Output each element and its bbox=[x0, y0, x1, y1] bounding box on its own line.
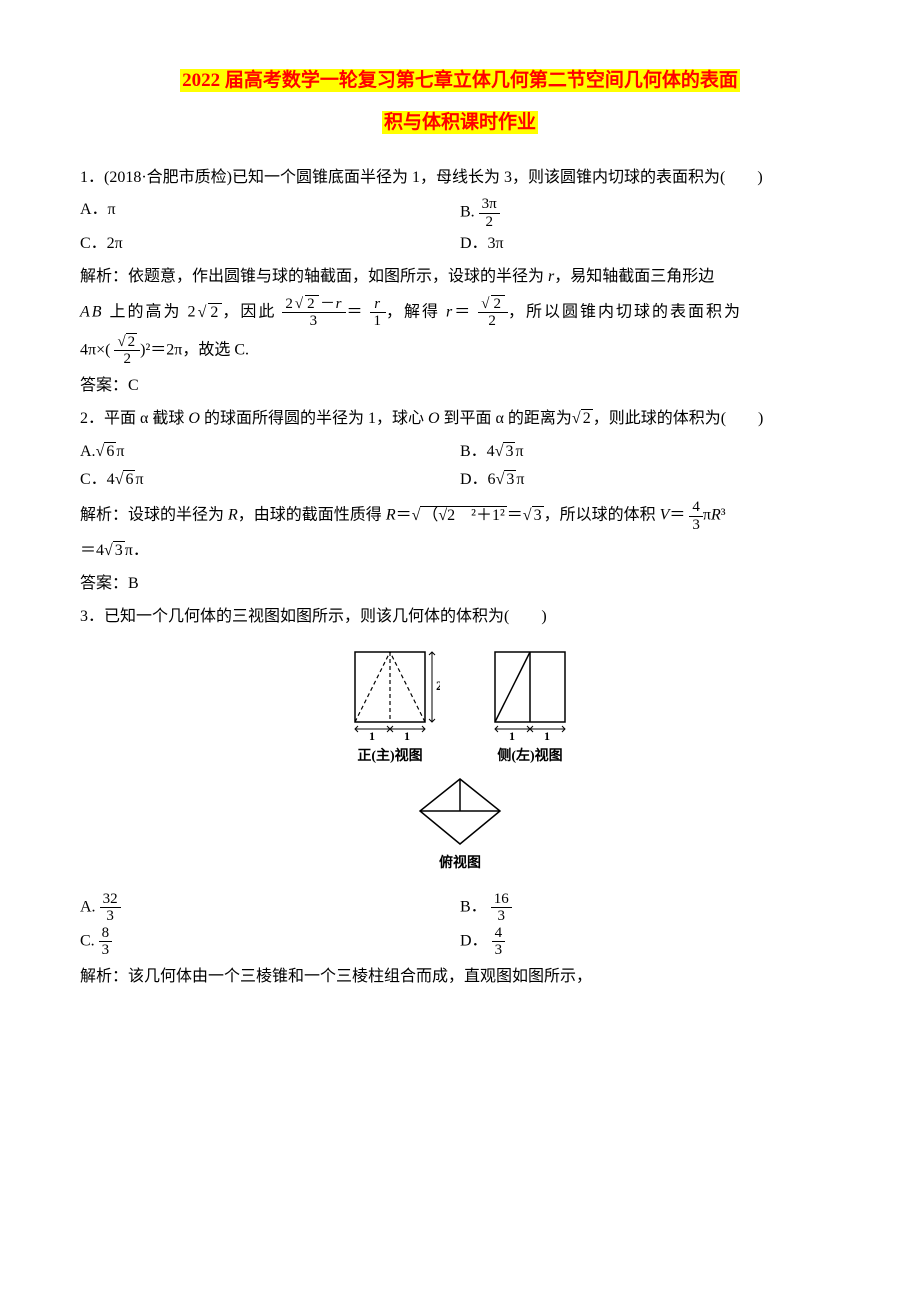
q1-optB-frac: 3π 2 bbox=[479, 196, 500, 230]
q3-optA: A. 323 bbox=[80, 891, 460, 925]
front-view: 2 1 1 正(主)视图 bbox=[340, 647, 440, 769]
svg-text:2: 2 bbox=[436, 678, 440, 693]
q2-solution-line1: 解析：设球的半径为 R，由球的截面性质得 R＝（√2 ²＋1²＝3，所以球的体积… bbox=[80, 499, 840, 533]
svg-text:1: 1 bbox=[404, 729, 410, 742]
side-view: 1 1 侧(左)视图 bbox=[480, 647, 580, 769]
q3-solution: 解析：该几何体由一个三棱锥和一个三棱柱组合而成，直观图如图所示， bbox=[80, 963, 840, 992]
q2-answer: 答案：B bbox=[80, 570, 840, 599]
q3-stem: 3．已知一个几何体的三视图如图所示，则该几何体的体积为( ) bbox=[80, 603, 840, 632]
svg-text:1: 1 bbox=[369, 729, 375, 742]
front-view-label: 正(主)视图 bbox=[340, 744, 440, 769]
q3-options-row1: A. 323 B． 163 bbox=[80, 891, 840, 925]
page-title-block: 2022 届高考数学一轮复习第七章立体几何第二节空间几何体的表面 积与体积课时作… bbox=[80, 60, 840, 144]
q2-optA: A.6π bbox=[80, 438, 460, 467]
q2-options-row2: C．46π D．63π bbox=[80, 466, 840, 495]
q1-solution-line2: AB 上的高为 22，因此 22－r 3 ＝ r 1 ，解得 r＝ 2 2 ，所… bbox=[80, 296, 840, 330]
q1-optD: D．3π bbox=[460, 230, 840, 259]
q3-optD: D． 43 bbox=[460, 925, 840, 959]
q1-options-row2: C．2π D．3π bbox=[80, 230, 840, 259]
side-view-label: 侧(左)视图 bbox=[480, 744, 580, 769]
title-line1: 2022 届高考数学一轮复习第七章立体几何第二节空间几何体的表面 bbox=[180, 69, 740, 92]
front-view-svg: 2 1 1 bbox=[340, 647, 440, 742]
q2-optC: C．46π bbox=[80, 466, 460, 495]
q1-optC: C．2π bbox=[80, 230, 460, 259]
q1-answer: 答案：C bbox=[80, 372, 840, 401]
q3-optB: B． 163 bbox=[460, 891, 840, 925]
q3-options-row2: C. 83 D． 43 bbox=[80, 925, 840, 959]
q1-stem: 1．(2018·合肥市质检)已知一个圆锥底面半径为 1，母线长为 3，则该圆锥内… bbox=[80, 164, 840, 193]
q3-optC: C. 83 bbox=[80, 925, 460, 959]
top-view: 俯视图 bbox=[410, 774, 510, 876]
q1-solution-line3: 4π×( 2 2 )²＝2π，故选 C. bbox=[80, 334, 840, 368]
q3-three-views: 2 1 1 正(主)视图 bbox=[80, 647, 840, 876]
q1-optA: A．π bbox=[80, 196, 460, 230]
q1-optB: B. 3π 2 bbox=[460, 196, 840, 230]
q1-options-row1: A．π B. 3π 2 bbox=[80, 196, 840, 230]
title-line2: 积与体积课时作业 bbox=[382, 111, 538, 134]
svg-text:1: 1 bbox=[544, 729, 550, 742]
top-view-label: 俯视图 bbox=[410, 851, 510, 876]
q2-optD: D．63π bbox=[460, 466, 840, 495]
q2-options-row1: A.6π B．43π bbox=[80, 438, 840, 467]
q1-solution-line1: 解析：依题意，作出圆锥与球的轴截面，如图所示，设球的半径为 r，易知轴截面三角形… bbox=[80, 263, 840, 292]
q2-stem: 2．平面 α 截球 O 的球面所得圆的半径为 1，球心 O 到平面 α 的距离为… bbox=[80, 405, 840, 434]
side-view-svg: 1 1 bbox=[480, 647, 580, 742]
svg-text:1: 1 bbox=[509, 729, 515, 742]
top-view-svg bbox=[410, 774, 510, 849]
q2-optB: B．43π bbox=[460, 438, 840, 467]
q2-solution-line2: ＝43π． bbox=[80, 537, 840, 566]
